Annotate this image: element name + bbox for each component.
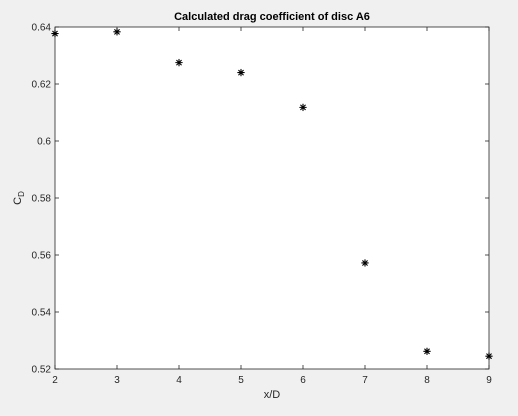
y-tick-label: 0.6 (37, 137, 51, 148)
chart-title: Calculated drag coefficient of disc A6 (174, 11, 370, 23)
x-ticks: 2 3 4 5 6 7 8 9 (52, 27, 492, 386)
data-point (361, 259, 369, 267)
x-tick-label: 4 (176, 375, 182, 386)
y-axis-label: CD (12, 191, 26, 205)
y-ticks: 0.52 0.54 0.56 0.58 0.6 0.62 0.64 (32, 23, 489, 376)
x-tick-label: 3 (114, 375, 120, 386)
x-tick-label: 5 (238, 375, 244, 386)
x-tick-label: 8 (424, 375, 430, 386)
x-axis-label: x/D (264, 389, 281, 401)
plot-area (54, 26, 490, 370)
x-tick-label: 9 (486, 375, 492, 386)
y-axis-label-main: C (12, 197, 24, 205)
data-point (299, 103, 307, 112)
x-tick-label: 6 (300, 375, 306, 386)
x-tick-label: 2 (52, 375, 58, 386)
x-tick-label: 7 (362, 375, 368, 386)
y-tick-label: 0.64 (32, 23, 52, 34)
y-tick-label: 0.54 (32, 308, 52, 319)
data-point (175, 58, 183, 67)
data-point (51, 29, 59, 38)
data-point (113, 28, 121, 36)
data-point (423, 347, 431, 356)
y-axis-label-sub: D (17, 191, 26, 197)
data-markers (51, 28, 493, 360)
y-tick-label: 0.62 (32, 80, 52, 91)
y-tick-label: 0.58 (32, 194, 52, 205)
data-point (485, 352, 493, 360)
y-tick-label: 0.56 (32, 251, 52, 262)
data-point (237, 68, 245, 77)
y-tick-label: 0.52 (32, 365, 52, 376)
